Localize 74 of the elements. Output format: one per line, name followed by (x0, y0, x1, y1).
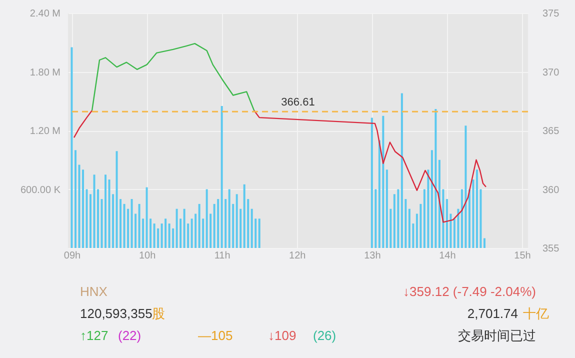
y-tick-label: 1.20 M (30, 126, 60, 137)
bar (176, 208, 178, 248)
bar (457, 208, 460, 248)
bar (472, 179, 474, 248)
bar (116, 151, 118, 248)
bar (243, 184, 246, 248)
y-tick-label: 1.80 M (30, 67, 60, 78)
x-tick-label: 11h (214, 250, 230, 262)
text: —105 (198, 328, 233, 343)
line-series (73, 110, 93, 138)
bar (138, 204, 140, 248)
bar (370, 118, 373, 248)
y2-tick-label: 375 (542, 8, 560, 20)
text: 120,593,355 (80, 306, 152, 321)
bar (194, 214, 197, 248)
bar (408, 208, 410, 248)
bar (168, 224, 170, 248)
text: 交易时间已过 (458, 328, 536, 343)
bar (427, 170, 430, 248)
text: (22) (118, 328, 142, 343)
bar (78, 164, 80, 248)
y2-tick-label: 355 (542, 244, 560, 254)
bar (70, 47, 73, 248)
ref-line-label: 366.61 (281, 96, 315, 109)
bar (382, 116, 384, 248)
y2-tick-label: 365 (542, 126, 560, 137)
bar (164, 218, 167, 248)
bar (220, 106, 223, 248)
x-tick-label: 10h (138, 250, 156, 262)
x-tick-label: 09h (64, 250, 81, 262)
bar (86, 189, 88, 248)
bar (446, 199, 448, 248)
text: ↓359.12 (-7.49 -2.04%) (403, 284, 536, 299)
bar (130, 199, 133, 248)
bar (206, 189, 208, 248)
bar (153, 224, 156, 248)
bar (146, 187, 148, 248)
bar (397, 189, 400, 248)
bar (258, 218, 260, 248)
x-tick-label: 14h (439, 250, 456, 262)
line-series (91, 42, 255, 112)
bar (228, 189, 230, 248)
y-tick-label: 600.00 K (20, 184, 61, 196)
bar (217, 199, 220, 248)
x-tick-label: 15h (514, 250, 531, 262)
text: (26) (313, 328, 336, 343)
bar (476, 170, 478, 248)
bar (386, 170, 388, 248)
bar (104, 174, 107, 248)
bar (198, 204, 200, 248)
text: 2,701.74 (467, 306, 518, 321)
bar (236, 194, 238, 248)
bar (400, 93, 403, 248)
bar (434, 108, 437, 248)
x-tick-label: 12h (289, 250, 306, 262)
bar (123, 204, 126, 248)
y2-tick-label: 360 (542, 184, 560, 196)
text: 股 (152, 306, 165, 321)
bar (483, 238, 486, 248)
bar (420, 204, 422, 248)
x-tick-label: 13h (364, 250, 381, 262)
bar (438, 160, 440, 248)
y2-tick-label: 370 (542, 67, 560, 78)
text: 十亿 (523, 306, 549, 321)
text: ↓109 (268, 328, 296, 343)
bar (250, 208, 253, 248)
bar (183, 208, 186, 248)
text: ↑127 (80, 328, 108, 343)
line-series (254, 110, 487, 223)
bar (464, 126, 467, 248)
bar (108, 179, 110, 248)
text: HNX (80, 284, 108, 299)
bar (93, 174, 96, 248)
y-tick-label: 2.40 M (30, 8, 60, 20)
